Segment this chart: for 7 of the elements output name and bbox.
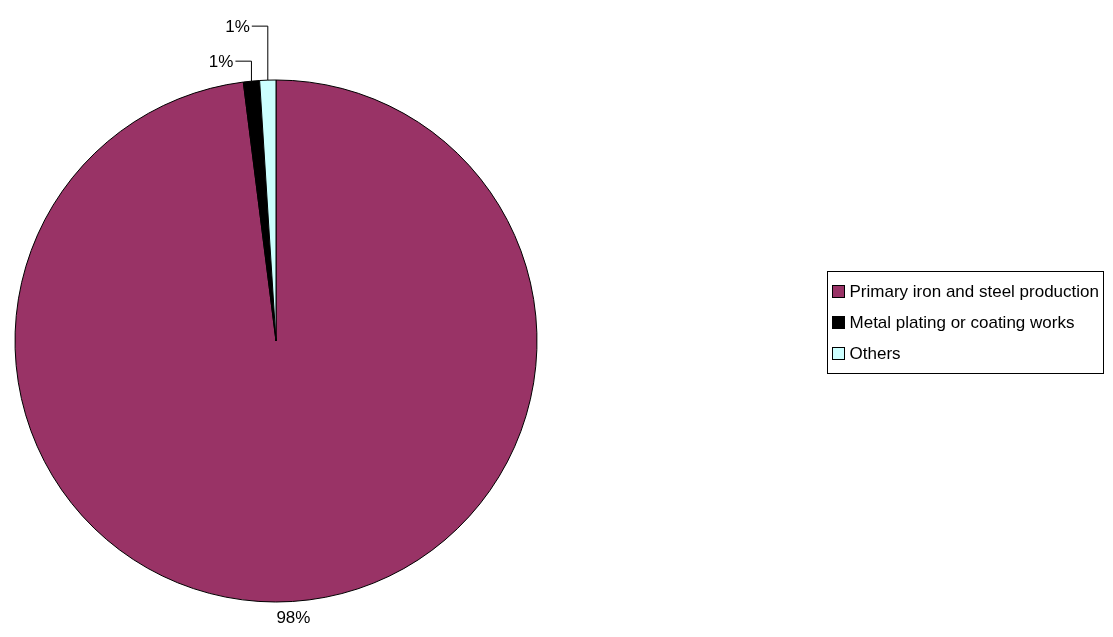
data-label: 1% [208,51,234,71]
data-label: 1% [225,16,250,36]
legend-label: Others [849,343,901,364]
legend-label: Primary iron and steel production [849,281,1099,302]
legend-label: Metal plating or coating works [849,312,1075,333]
pie-slice [14,79,538,602]
data-label: 98% [276,607,311,627]
